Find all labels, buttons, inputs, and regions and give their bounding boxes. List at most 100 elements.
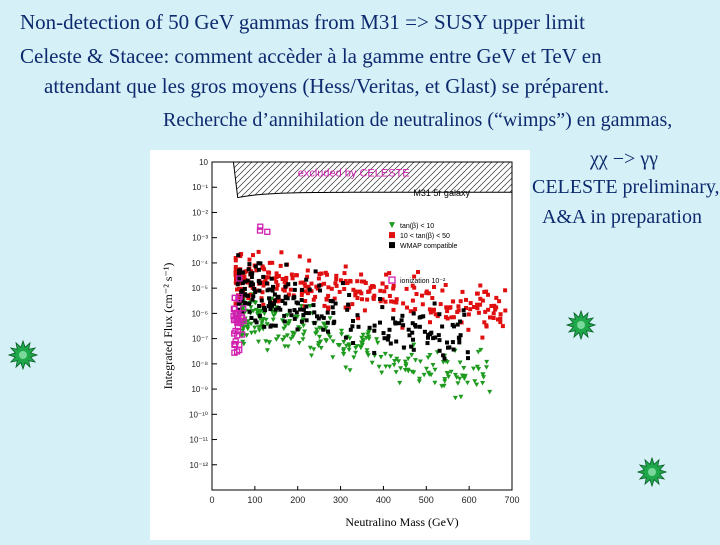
data-point <box>240 270 245 275</box>
data-point <box>271 284 275 289</box>
data-point <box>360 297 364 302</box>
data-point <box>300 332 306 338</box>
data-point <box>305 274 310 279</box>
data-point <box>468 307 473 312</box>
data-point <box>260 317 266 322</box>
data-point <box>472 379 478 384</box>
data-point <box>304 304 309 309</box>
data-point <box>338 278 343 283</box>
x-tick-label: 500 <box>419 495 434 505</box>
y-tick-label: 10⁻⁸ <box>192 360 209 369</box>
data-point <box>440 288 445 293</box>
data-point <box>233 256 238 260</box>
data-point <box>392 359 398 364</box>
data-point <box>325 320 330 325</box>
data-point <box>312 310 317 315</box>
data-point <box>284 262 289 267</box>
data-point <box>299 287 304 292</box>
data-point <box>282 288 287 293</box>
data-point <box>317 283 322 288</box>
data-point <box>442 377 448 382</box>
data-point <box>256 325 262 330</box>
data-point <box>246 296 251 301</box>
data-point <box>319 314 324 319</box>
data-point <box>309 281 314 286</box>
data-point <box>413 307 418 312</box>
data-point <box>262 324 267 329</box>
data-point <box>311 297 316 302</box>
data-point <box>462 373 468 379</box>
data-point <box>278 307 283 312</box>
data-point <box>273 323 278 328</box>
data-point <box>475 349 481 355</box>
data-point <box>351 341 356 345</box>
data-point <box>379 370 385 376</box>
data-point <box>327 316 333 321</box>
data-point <box>359 272 364 277</box>
data-point <box>355 279 360 284</box>
data-point <box>330 299 335 304</box>
data-point <box>257 304 262 308</box>
data-point <box>376 364 382 370</box>
data-point <box>259 321 265 326</box>
data-point <box>299 298 304 302</box>
data-point <box>353 345 359 351</box>
data-point <box>387 364 393 370</box>
data-point <box>424 366 429 372</box>
data-point <box>441 353 446 358</box>
data-point <box>299 293 304 298</box>
data-point <box>287 319 293 324</box>
data-point <box>411 311 416 316</box>
data-point <box>498 316 503 321</box>
data-point <box>433 312 438 317</box>
data-point <box>263 339 269 344</box>
legend-marker <box>388 276 396 284</box>
data-point <box>274 271 279 276</box>
data-point <box>347 305 351 310</box>
data-point <box>371 284 376 289</box>
starburst-center <box>19 351 27 359</box>
data-point <box>282 344 288 349</box>
data-point <box>382 336 387 341</box>
slide-title: Non-detection of 50 GeV gammas from M31 … <box>20 10 585 34</box>
data-point <box>386 334 391 339</box>
data-point <box>249 330 254 336</box>
data-point <box>283 324 288 329</box>
data-point <box>394 356 400 362</box>
data-point <box>426 291 431 296</box>
data-point <box>464 297 468 302</box>
data-point <box>318 288 322 293</box>
data-point <box>347 293 352 297</box>
data-point <box>339 332 345 337</box>
data-point <box>471 366 476 372</box>
data-point <box>378 355 384 360</box>
data-point <box>432 367 438 373</box>
data-point <box>420 302 425 307</box>
data-point <box>342 287 347 291</box>
data-point <box>341 340 347 345</box>
data-point <box>371 295 376 300</box>
data-point <box>311 303 316 308</box>
data-point <box>317 271 322 276</box>
series-2 <box>235 253 470 361</box>
data-point <box>253 307 259 313</box>
data-point <box>238 254 243 259</box>
data-point <box>322 281 327 286</box>
data-point <box>232 315 239 323</box>
data-point <box>281 326 287 332</box>
data-point <box>306 311 311 316</box>
data-point <box>410 330 415 335</box>
data-point <box>303 284 308 289</box>
data-point <box>243 301 247 305</box>
data-point <box>487 389 493 395</box>
data-point <box>445 309 450 314</box>
y-tick-label: 10⁻¹⁰ <box>189 410 208 419</box>
data-point <box>346 347 352 353</box>
legend-label: tan(β) < 10 <box>400 223 434 230</box>
data-point <box>478 296 483 301</box>
data-point <box>401 301 406 306</box>
data-point <box>424 291 429 296</box>
data-point <box>331 321 336 326</box>
data-point <box>303 311 308 315</box>
data-point <box>454 375 460 380</box>
